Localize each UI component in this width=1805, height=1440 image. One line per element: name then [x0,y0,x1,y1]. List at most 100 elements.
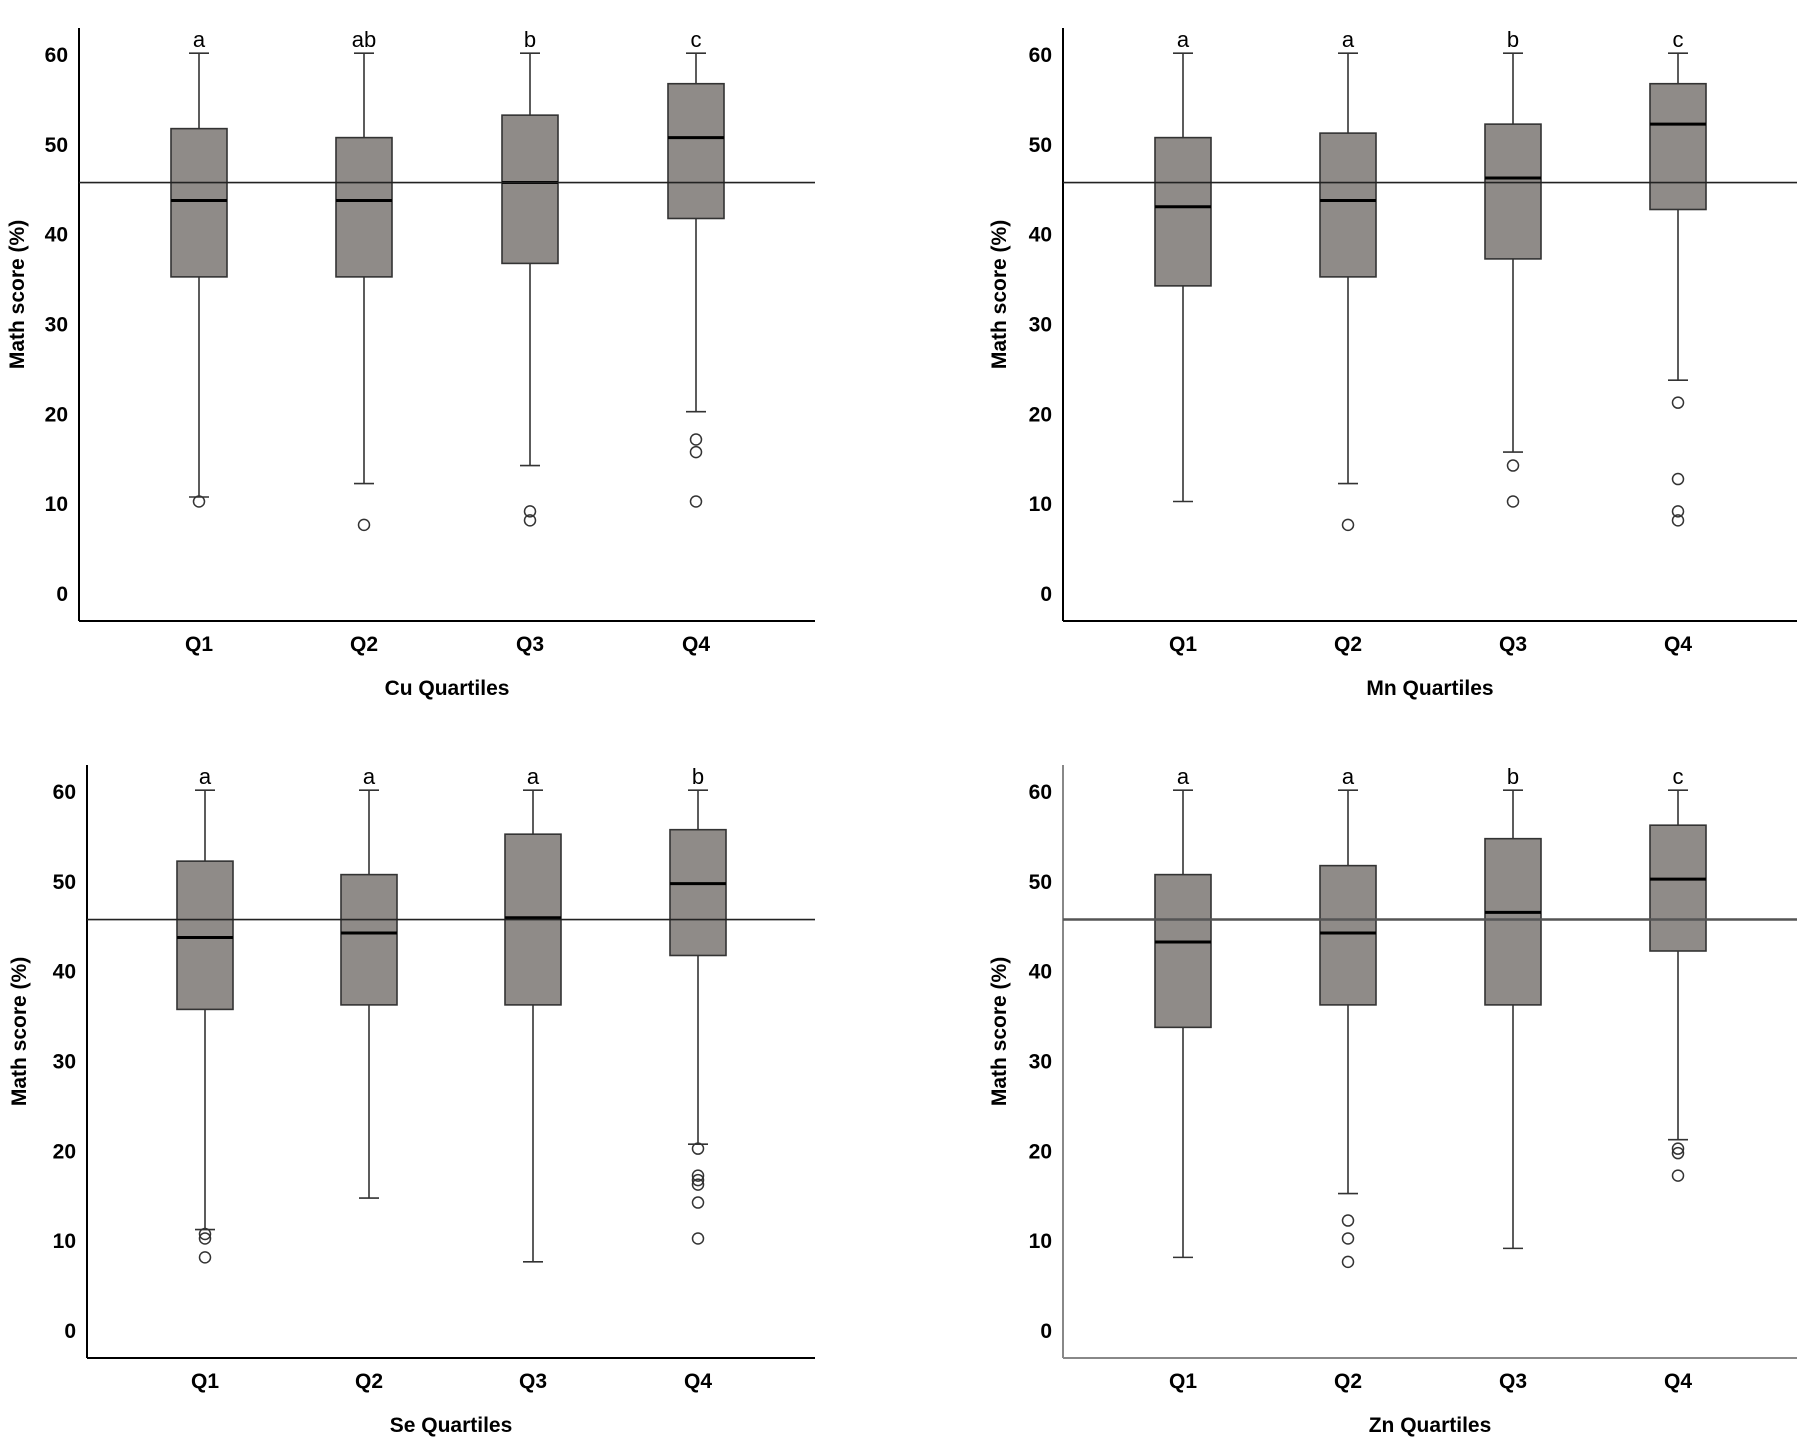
outlier-point [1671,1146,1685,1160]
box-q1: a [176,764,234,1264]
y-tick-label: 50 [45,134,68,157]
x-axis-title: Se Quartiles [390,1414,513,1437]
box-q2: a [1319,764,1377,1269]
significance-letter: a [527,764,540,789]
outlier-point [192,495,206,508]
x-tick-label: Q3 [1499,633,1527,656]
chart-panel: 0 10 20 30 40 50 60 Math score (%) a Q1 a Q2 a Q3 b Q4 S… [8,764,815,1437]
outlier-point [689,433,703,446]
x-tick-label: Q1 [1169,1370,1197,1393]
outlier-point [1671,1142,1685,1155]
significance-letter: a [199,764,212,789]
outlier-point [198,1227,212,1241]
x-tick-label: Q2 [1334,633,1362,656]
outlier-point [1341,1214,1355,1227]
box-iqr [340,873,398,1006]
outlier-point [1671,396,1685,409]
outlier-point [691,1232,705,1245]
box-q3: a [504,764,562,1263]
box-q2: ab [335,27,393,532]
outlier-point [691,1178,705,1191]
box-q3: b [1484,27,1542,508]
box-iqr [1649,82,1707,211]
y-tick-label: 30 [45,314,68,337]
outlier-point [523,505,537,518]
y-tick-label: 30 [53,1051,76,1074]
box-iqr [1649,824,1707,952]
outlier-point [198,1251,212,1264]
y-tick-label: 0 [64,1320,76,1343]
y-tick-label: 50 [1029,871,1052,894]
box-q2: a [340,764,398,1199]
y-tick-label: 0 [1040,1320,1052,1343]
x-axis-title: Cu Quartiles [385,677,510,700]
significance-letter: a [1342,764,1355,789]
y-tick-label: 40 [45,224,68,247]
y-tick-label: 40 [1029,961,1052,984]
significance-letter: b [1507,27,1519,52]
box-iqr [669,828,727,957]
y-tick-label: 40 [53,961,76,984]
outlier-point [1671,472,1685,486]
x-tick-label: Q1 [185,633,213,656]
box-q4: c [1649,764,1707,1182]
outlier-point [691,1169,705,1182]
y-tick-label: 30 [1029,314,1052,337]
x-tick-label: Q4 [1664,633,1692,656]
box-q1: a [1154,27,1212,503]
significance-letter: b [524,27,536,52]
box-iqr [1319,132,1377,278]
chart-panel: 0 10 20 30 40 50 60 Math score (%) a Q1 ab Q2 b Q3 c Q4… [6,27,815,700]
y-tick-label: 20 [1029,1140,1052,1163]
outlier-point [689,445,703,459]
outlier-point [1671,1169,1685,1182]
outlier-point [1671,514,1685,527]
significance-letter: ab [352,27,376,52]
x-tick-label: Q4 [684,1370,712,1393]
outlier-point [691,1196,705,1209]
box-iqr [1484,123,1542,260]
y-axis-title: Math score (%) [8,957,31,1106]
y-tick-label: 40 [1029,224,1052,247]
box-q4: c [1649,27,1707,527]
y-tick-label: 60 [53,781,76,804]
x-tick-label: Q4 [1664,1370,1692,1393]
chart-panel: 0 10 20 30 40 50 60 Math score (%) a Q1 a Q2 b Q3 c Q4 M… [988,27,1797,700]
y-axis-title: Math score (%) [988,220,1011,369]
x-axis-title: Mn Quartiles [1366,677,1493,700]
outlier-point [689,495,703,508]
x-tick-label: Q2 [350,633,378,656]
y-tick-label: 60 [45,44,68,67]
significance-letter: c [691,27,702,52]
y-axis-title: Math score (%) [988,957,1011,1106]
y-tick-label: 10 [45,493,68,516]
significance-letter: a [193,27,206,52]
outlier-point [691,1142,705,1155]
box-iqr [1484,837,1542,1006]
significance-letter: b [692,764,704,789]
outlier-point [1341,518,1355,532]
y-tick-label: 10 [1029,493,1052,516]
significance-letter: a [1342,27,1355,52]
box-q4: b [669,764,727,1245]
y-tick-label: 50 [1029,134,1052,157]
y-tick-label: 30 [1029,1051,1052,1074]
y-tick-label: 50 [53,871,76,894]
y-tick-label: 20 [1029,403,1052,426]
outlier-point [198,1232,212,1245]
box-q1: a [170,27,228,508]
x-tick-label: Q1 [191,1370,219,1393]
x-tick-label: Q3 [519,1370,547,1393]
box-iqr [1154,873,1212,1029]
x-tick-label: Q4 [682,633,710,656]
box-iqr [667,82,725,220]
outlier-point [691,1173,705,1187]
box-q4: c [667,27,725,508]
x-tick-label: Q1 [1169,633,1197,656]
significance-letter: c [1673,764,1684,789]
box-iqr [335,136,393,278]
chart-panel: 0 10 20 30 40 50 60 Math score (%) a Q1 a Q2 b Q3 c Q4 Z… [988,764,1797,1437]
significance-letter: a [1177,764,1190,789]
box-iqr [176,860,234,1011]
